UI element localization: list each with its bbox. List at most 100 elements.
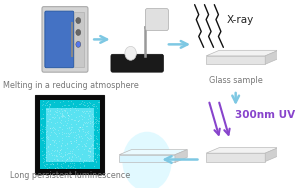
Point	[55, 107, 59, 110]
Point	[74, 134, 78, 137]
Circle shape	[122, 132, 172, 189]
Polygon shape	[206, 50, 278, 56]
Point	[49, 163, 54, 166]
Point	[59, 115, 64, 118]
Polygon shape	[119, 149, 187, 155]
Point	[88, 147, 93, 150]
Point	[54, 141, 59, 144]
Point	[63, 119, 68, 122]
Point	[76, 119, 81, 122]
Point	[39, 107, 44, 110]
Point	[48, 117, 53, 120]
Point	[96, 153, 101, 156]
Point	[90, 147, 95, 150]
Point	[47, 162, 52, 165]
Point	[51, 117, 56, 120]
Point	[41, 125, 46, 128]
Point	[75, 142, 80, 145]
Point	[40, 136, 45, 139]
Point	[91, 105, 96, 108]
Point	[48, 103, 52, 106]
Point	[70, 158, 74, 161]
Point	[57, 121, 62, 124]
Point	[46, 149, 51, 153]
Polygon shape	[119, 155, 175, 163]
Point	[44, 134, 49, 137]
Point	[72, 131, 77, 134]
Point	[75, 127, 80, 130]
Point	[95, 106, 100, 109]
Point	[81, 148, 86, 151]
Point	[44, 162, 48, 165]
Point	[50, 116, 55, 119]
Circle shape	[76, 41, 81, 47]
FancyBboxPatch shape	[40, 100, 100, 170]
Point	[69, 141, 74, 144]
Point	[93, 157, 98, 160]
Point	[56, 159, 60, 162]
Point	[41, 102, 46, 105]
Point	[65, 112, 70, 115]
Point	[54, 165, 59, 168]
Point	[40, 138, 45, 141]
Point	[87, 115, 91, 118]
Point	[38, 118, 43, 121]
Point	[38, 123, 43, 126]
Point	[73, 153, 77, 156]
Point	[55, 161, 60, 164]
Point	[80, 152, 85, 155]
Point	[54, 150, 59, 153]
Point	[65, 127, 70, 130]
Point	[87, 155, 92, 158]
Point	[57, 140, 61, 143]
Point	[79, 144, 84, 147]
Point	[58, 155, 63, 158]
Point	[41, 138, 46, 141]
Point	[63, 108, 68, 112]
Point	[82, 115, 86, 119]
Point	[72, 152, 76, 155]
Point	[90, 143, 94, 146]
Point	[47, 117, 52, 120]
Point	[53, 128, 58, 131]
Point	[93, 125, 98, 128]
Point	[73, 156, 78, 159]
Point	[59, 107, 64, 110]
Point	[88, 109, 93, 112]
Point	[58, 101, 63, 104]
Point	[61, 114, 66, 117]
Point	[60, 111, 65, 114]
Point	[90, 121, 94, 124]
Point	[82, 164, 87, 167]
Point	[89, 145, 93, 148]
Point	[65, 142, 69, 145]
Point	[78, 139, 83, 142]
Point	[59, 138, 64, 141]
Point	[40, 113, 45, 116]
Point	[47, 103, 52, 106]
Point	[77, 115, 82, 118]
Point	[70, 105, 75, 108]
Point	[52, 157, 57, 160]
Point	[68, 130, 73, 133]
Point	[78, 126, 83, 129]
Point	[95, 138, 100, 141]
Point	[81, 123, 86, 126]
Point	[58, 149, 62, 152]
Point	[70, 151, 75, 154]
Point	[94, 134, 98, 137]
Point	[76, 132, 80, 136]
Point	[96, 121, 100, 124]
Point	[67, 129, 72, 132]
Point	[64, 159, 69, 162]
Point	[95, 119, 100, 122]
Point	[55, 129, 60, 132]
Point	[46, 145, 51, 148]
Point	[83, 103, 87, 106]
Point	[75, 119, 80, 122]
Point	[83, 130, 88, 133]
Point	[42, 155, 47, 158]
Text: Long persistent luminescence: Long persistent luminescence	[10, 171, 130, 180]
Point	[66, 114, 71, 117]
Point	[83, 134, 88, 137]
